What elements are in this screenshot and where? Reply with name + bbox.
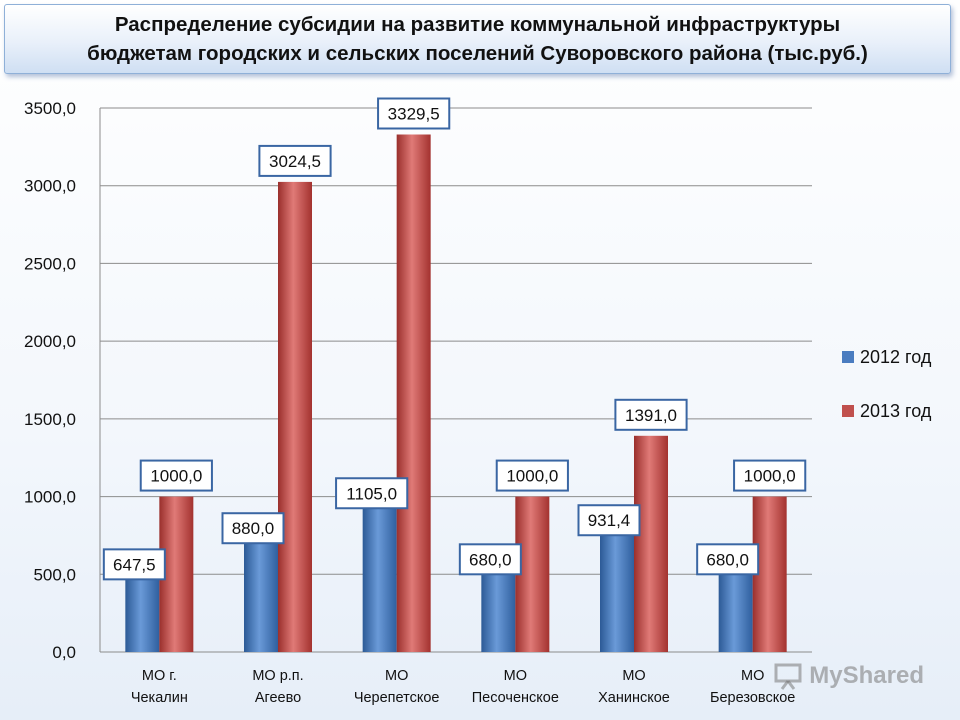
legend-swatch-2012	[842, 351, 854, 363]
x-category-label: МО	[622, 668, 645, 684]
x-category-label: Березовское	[710, 690, 795, 706]
legend: 2012 год 2013 год	[842, 347, 932, 421]
y-tick-label: 3500,0	[24, 99, 76, 118]
data-label-box	[495, 459, 569, 492]
watermark-text: MyShared	[809, 662, 924, 689]
data-label-box	[458, 543, 522, 576]
data-label: 931,4	[588, 511, 631, 530]
data-label-box	[102, 548, 166, 581]
chart-title-line-2: бюджетам городских и сельских поселений …	[87, 42, 868, 65]
gridlines	[100, 107, 812, 653]
y-tick-label: 1500,0	[24, 410, 76, 429]
data-label: 1105,0	[346, 484, 397, 503]
data-label: 3024,5	[269, 152, 321, 171]
data-label-box	[258, 144, 332, 177]
data-label: 647,5	[113, 555, 156, 574]
data-label-box	[577, 504, 641, 537]
data-label-box	[377, 97, 451, 130]
x-category-label: МО	[504, 668, 527, 684]
x-category-label: Песоченское	[472, 690, 559, 706]
data-label: 1000,0	[506, 467, 558, 486]
x-category-label: Агеево	[255, 690, 301, 706]
presentation-screen-icon	[774, 663, 802, 690]
data-label-box	[139, 459, 213, 492]
data-label: 1391,0	[625, 406, 677, 425]
x-category-label: Ханинское	[598, 690, 670, 706]
chart-title-box: Распределение субсидии на развитие комму…	[4, 4, 951, 74]
y-tick-label: 2000,0	[24, 332, 76, 351]
axes: 0,0 500,0 1000,0 1500,0 2000,0 2500,0 3000,0 35…	[24, 99, 795, 706]
data-label: 680,0	[706, 550, 749, 569]
y-tick-label: 1000,0	[24, 488, 76, 507]
data-label: 3329,5	[388, 105, 440, 124]
data-label-box	[221, 512, 285, 545]
data-label: 680,0	[469, 550, 512, 569]
legend-swatch-2013	[842, 405, 854, 417]
legend-label: 2013 год	[860, 401, 932, 421]
x-category-label: МО	[385, 668, 408, 684]
data-label: 1000,0	[744, 467, 796, 486]
y-tick-label: 2500,0	[24, 254, 76, 273]
legend-label: 2012 год	[860, 347, 932, 367]
y-tick-label: 500,0	[33, 565, 76, 584]
y-tick-label: 0,0	[52, 643, 76, 662]
data-label-box	[696, 543, 760, 576]
bar-2013	[278, 181, 312, 652]
data-label: 880,0	[232, 519, 275, 538]
watermark: MyShared	[773, 662, 924, 690]
data-label-box	[733, 459, 807, 492]
x-category-label: МО	[741, 668, 764, 684]
data-label-box	[614, 398, 688, 431]
chart-title-line-1: Распределение субсидии на развитие комму…	[114, 13, 841, 36]
x-category-label: МО р.п.	[252, 668, 303, 684]
data-label-box	[335, 477, 409, 510]
x-category-label: Черепетское	[354, 690, 440, 706]
bar-2013	[396, 134, 431, 653]
y-tick-label: 3000,0	[24, 177, 76, 196]
bar-2013	[634, 435, 668, 652]
x-category-label: МО г.	[142, 668, 177, 684]
data-label: 1000,0	[150, 467, 202, 486]
data-labels: 647,5 1000,0 880,0 3024,5 1105,0 3329,5 680,0 1…	[102, 97, 807, 581]
x-category-label: Чекалин	[131, 690, 188, 706]
